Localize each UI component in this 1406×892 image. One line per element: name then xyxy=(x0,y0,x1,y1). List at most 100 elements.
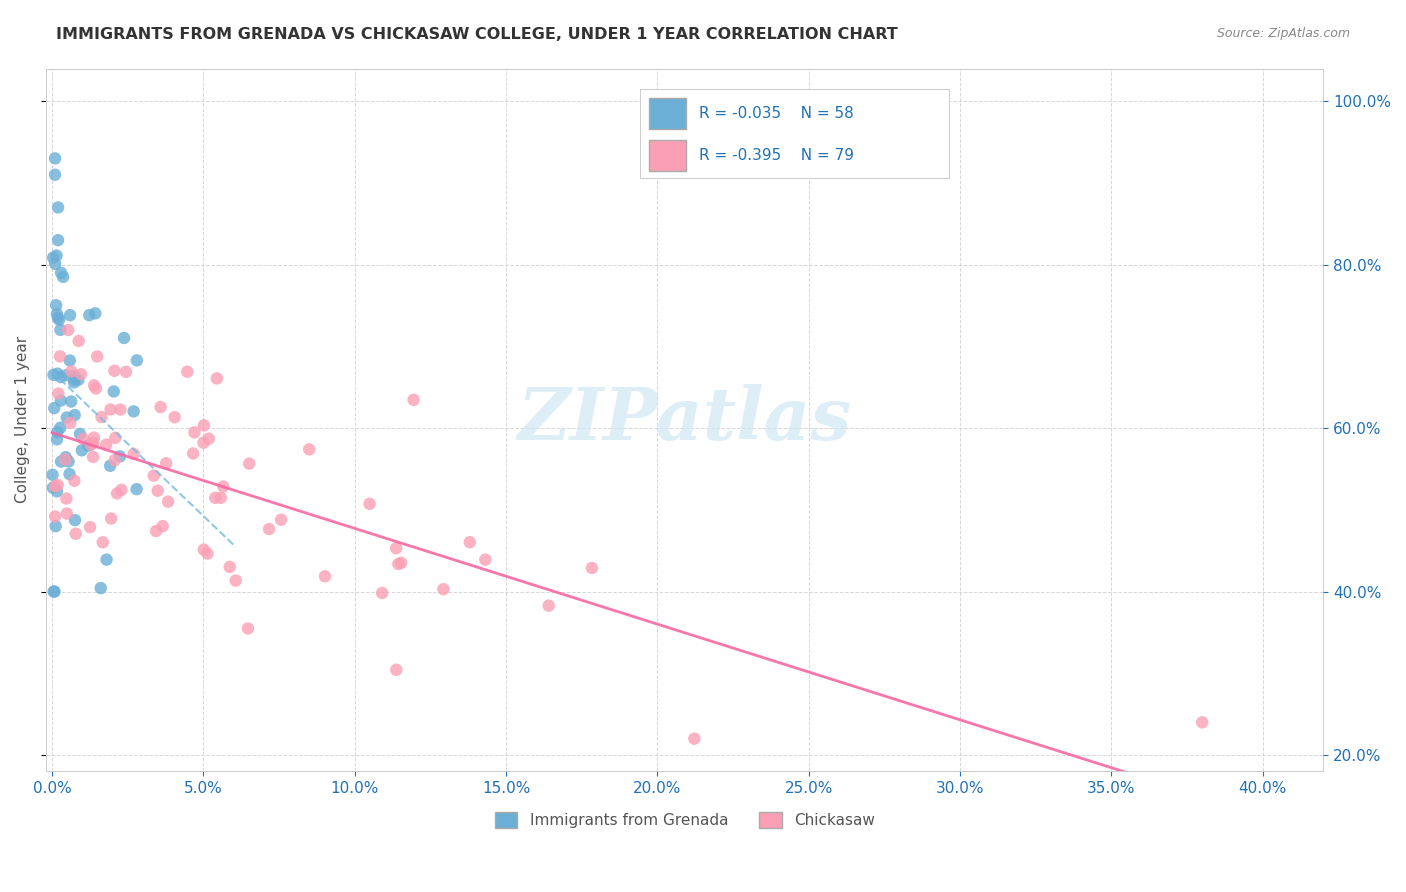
Text: Source: ZipAtlas.com: Source: ZipAtlas.com xyxy=(1216,27,1350,40)
Legend: Immigrants from Grenada, Chickasaw: Immigrants from Grenada, Chickasaw xyxy=(488,805,880,834)
Point xyxy=(100,402,122,417)
Point xyxy=(65,526,87,541)
Point xyxy=(72,432,94,446)
Point xyxy=(108,450,131,464)
Point xyxy=(55,450,77,465)
Point xyxy=(44,257,66,271)
Point xyxy=(42,584,65,599)
Point xyxy=(48,312,70,326)
Point xyxy=(197,547,219,561)
Point xyxy=(96,437,118,451)
Point xyxy=(44,584,66,599)
Point xyxy=(86,350,108,364)
Point xyxy=(44,152,66,166)
Point xyxy=(458,535,481,549)
Point xyxy=(49,393,72,408)
Point xyxy=(45,433,67,447)
Point xyxy=(69,426,91,441)
Point xyxy=(236,622,259,636)
Point xyxy=(149,400,172,414)
Point xyxy=(83,431,105,445)
Point xyxy=(238,457,260,471)
Point xyxy=(63,376,86,390)
Point xyxy=(157,494,180,508)
Point xyxy=(537,599,560,613)
Text: R = -0.395    N = 79: R = -0.395 N = 79 xyxy=(699,148,853,162)
Point xyxy=(52,269,75,284)
Point xyxy=(46,425,69,439)
Point xyxy=(70,443,93,458)
Point xyxy=(115,365,138,379)
Point xyxy=(389,556,412,570)
Point xyxy=(46,233,69,247)
Point xyxy=(42,368,65,382)
Point xyxy=(49,454,72,468)
Point xyxy=(46,310,69,325)
Point xyxy=(270,513,292,527)
Point xyxy=(63,513,86,527)
Point xyxy=(96,552,118,566)
Point xyxy=(204,491,226,505)
Point xyxy=(163,410,186,425)
Point xyxy=(183,425,205,440)
Point xyxy=(110,483,132,497)
Point xyxy=(103,364,125,378)
Point xyxy=(152,519,174,533)
Point xyxy=(371,586,394,600)
Point xyxy=(44,168,66,182)
Point xyxy=(46,201,69,215)
Point xyxy=(46,367,69,381)
Point xyxy=(205,371,228,385)
Point xyxy=(77,439,100,453)
Point xyxy=(59,416,82,430)
Point xyxy=(683,731,706,746)
Point xyxy=(67,373,90,387)
Point xyxy=(55,368,77,383)
Point xyxy=(122,447,145,461)
Point xyxy=(41,467,63,482)
Point xyxy=(103,384,125,399)
Point xyxy=(105,486,128,500)
Point xyxy=(387,557,409,571)
Point xyxy=(122,404,145,418)
Point xyxy=(146,483,169,498)
Point xyxy=(257,522,280,536)
Point xyxy=(58,467,80,481)
Point xyxy=(45,484,67,499)
Point xyxy=(45,248,67,262)
Point xyxy=(58,454,80,468)
Point xyxy=(125,482,148,496)
Point xyxy=(45,519,67,533)
Point xyxy=(49,370,72,384)
Point xyxy=(59,353,82,368)
Point xyxy=(212,479,235,493)
Point xyxy=(110,402,132,417)
Point xyxy=(56,507,79,521)
Point xyxy=(402,392,425,407)
Point xyxy=(63,474,86,488)
Point xyxy=(145,524,167,538)
Point xyxy=(432,582,454,596)
Point xyxy=(42,481,65,495)
Point xyxy=(90,410,112,425)
Point xyxy=(1191,715,1213,730)
Point xyxy=(79,520,101,534)
Point xyxy=(80,437,103,451)
Point xyxy=(49,421,72,435)
Text: R = -0.035    N = 58: R = -0.035 N = 58 xyxy=(699,106,853,120)
Point xyxy=(176,365,198,379)
Point xyxy=(225,574,247,588)
Point xyxy=(63,408,86,422)
FancyBboxPatch shape xyxy=(650,140,686,171)
Point xyxy=(77,308,100,322)
Point xyxy=(142,468,165,483)
Point xyxy=(42,251,65,265)
Point xyxy=(62,368,84,383)
Point xyxy=(45,298,67,312)
Point xyxy=(44,479,66,493)
Y-axis label: College, Under 1 year: College, Under 1 year xyxy=(15,336,30,503)
Point xyxy=(53,452,76,467)
Point xyxy=(181,446,204,460)
Point xyxy=(70,368,93,382)
Point xyxy=(91,535,114,549)
